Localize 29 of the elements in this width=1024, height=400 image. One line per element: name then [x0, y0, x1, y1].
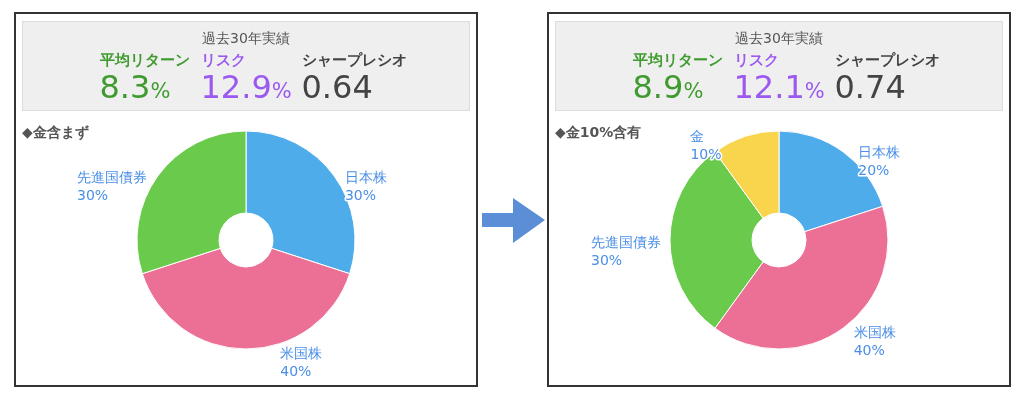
text: 過去30年実績 [202, 30, 290, 46]
data-label: 12.9% [200, 68, 292, 106]
slice-label: 先進国債券 [591, 234, 661, 250]
data-label: 0.74 [834, 68, 906, 106]
category-label: シャープレシオ [834, 51, 940, 69]
data-label: 12.1% [733, 68, 825, 106]
data-label: 40% [280, 363, 312, 379]
data-label: 30% [591, 252, 623, 268]
data-label: 40% [853, 341, 885, 358]
category-label: 平均リターン [98, 51, 190, 69]
category-label: 平均リターン [631, 51, 723, 69]
data-label: 8.9% [632, 68, 704, 106]
slice-label: 米国株 [853, 323, 896, 340]
slice-label: 米国株 [280, 345, 323, 361]
category-label: リスク [733, 51, 779, 69]
category-label: リスク [200, 51, 246, 69]
chart-title: ◆金含まず [22, 124, 89, 141]
slice-label: 金 [690, 128, 705, 145]
data-label: 0.64 [301, 68, 373, 106]
data-label: 20% [858, 162, 890, 179]
category-label: シャープレシオ [301, 51, 407, 69]
data-label: 8.3% [99, 68, 171, 106]
slice-label: 先進国債券 [77, 168, 148, 185]
slice-label: 日本株 [858, 144, 901, 161]
slice-label: 日本株 [344, 168, 387, 185]
data-label: 30% [344, 186, 377, 203]
data-label: 30% [77, 186, 109, 203]
chart-title: ◆金10%含有 [555, 124, 642, 140]
text: 過去30年実績 [735, 30, 823, 46]
